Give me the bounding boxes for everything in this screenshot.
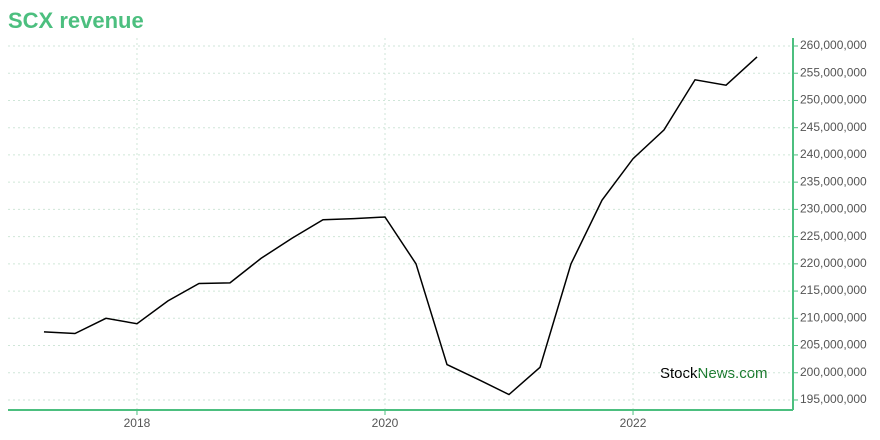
y-tick-label: 205,000,000 — [800, 338, 867, 352]
chart-title: SCX revenue — [8, 8, 144, 33]
watermark: StockNews.com — [660, 365, 768, 382]
y-tick-label: 255,000,000 — [800, 65, 867, 79]
y-tick-label: 250,000,000 — [800, 93, 867, 107]
x-tick-label: 2020 — [372, 416, 399, 430]
y-tick-label: 200,000,000 — [800, 365, 867, 379]
y-tick-label: 195,000,000 — [800, 392, 867, 406]
y-tick-label: 215,000,000 — [800, 283, 867, 297]
x-tick-label: 2018 — [124, 416, 151, 430]
y-tick-label: 220,000,000 — [800, 256, 867, 270]
y-tick-label: 245,000,000 — [800, 120, 867, 134]
y-tick-label: 225,000,000 — [800, 229, 867, 243]
y-tick-label: 210,000,000 — [800, 310, 867, 324]
line — [43, 56, 758, 396]
x-tick-label: 2022 — [620, 416, 647, 430]
watermark-part: Stock — [660, 365, 698, 382]
y-tick-label: 240,000,000 — [800, 147, 867, 161]
watermark-part: News.com — [698, 365, 768, 382]
y-tick-label: 230,000,000 — [800, 202, 867, 216]
y-tick-label: 235,000,000 — [800, 174, 867, 188]
y-tick-label: 260,000,000 — [800, 38, 867, 52]
